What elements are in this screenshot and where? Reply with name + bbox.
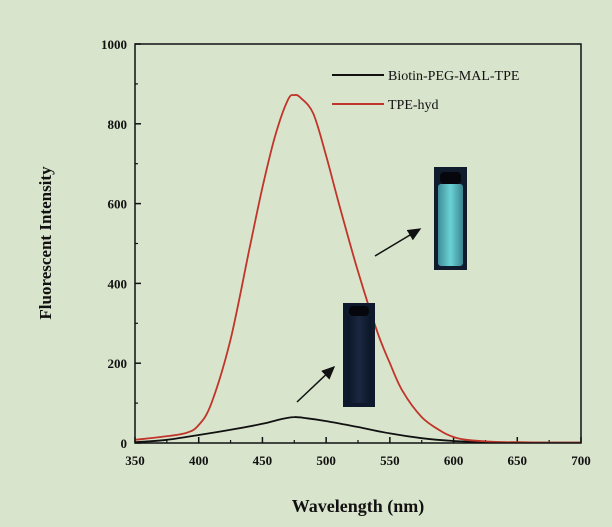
series-line-biotin-peg-mal-tpe xyxy=(134,416,582,444)
x-tick-label: 400 xyxy=(189,453,209,468)
legend-label-biotin: Biotin-PEG-MAL-TPE xyxy=(388,69,519,84)
vial-dark-body xyxy=(347,315,371,403)
legend: Biotin-PEG-MAL-TPE TPE-hyd xyxy=(332,69,519,113)
y-tick-label: 800 xyxy=(108,117,128,132)
y-tick-label: 600 xyxy=(108,197,128,212)
x-tick-label: 350 xyxy=(125,453,145,468)
x-tick-label: 450 xyxy=(253,453,273,468)
plot-frame xyxy=(134,43,582,444)
x-tick-label: 600 xyxy=(444,453,464,468)
inset-vial-cyan xyxy=(434,167,467,270)
legend-label-tpe-hyd: TPE-hyd xyxy=(388,98,439,113)
y-tick-label: 400 xyxy=(108,276,128,291)
x-tick-label: 550 xyxy=(380,453,400,468)
y-tick-label: 200 xyxy=(108,356,128,371)
y-tick-label: 1000 xyxy=(101,37,127,52)
vial-cyan-cap xyxy=(440,172,461,184)
x-axis-title: Wavelength (nm) xyxy=(292,496,425,517)
y-tick-label: 0 xyxy=(121,436,128,451)
inset-vial-dark xyxy=(343,303,375,407)
x-tick-labels: 350 400 450 500 550 600 650 700 xyxy=(125,453,591,468)
arrow-to-dark-vial xyxy=(296,365,336,403)
x-tick-label: 650 xyxy=(508,453,528,468)
series-line-tpe-hyd xyxy=(134,94,582,444)
vial-cyan-body xyxy=(438,184,463,266)
x-tick-label: 500 xyxy=(316,453,336,468)
y-tick-labels: 0 200 400 600 800 1000 xyxy=(101,37,127,451)
vial-dark-cap xyxy=(349,306,369,316)
x-tick-label: 700 xyxy=(571,453,591,468)
series-layer xyxy=(134,94,582,444)
y-axis-title: Fluorescent Intensity xyxy=(36,166,55,320)
arrow-to-cyan-vial xyxy=(374,228,422,257)
